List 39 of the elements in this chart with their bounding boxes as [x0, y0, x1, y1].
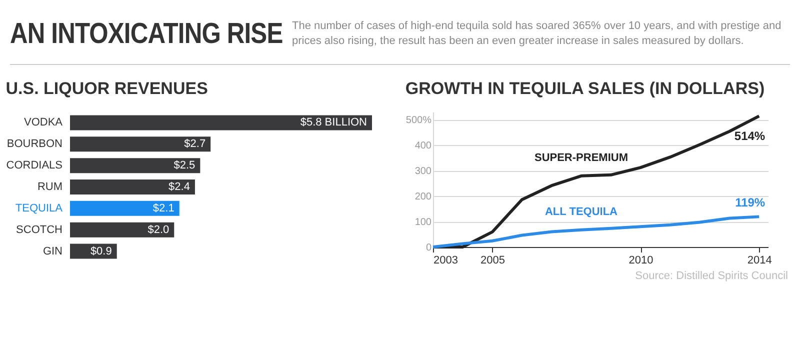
y-tick-label: GIN — [42, 245, 63, 258]
data-label: $2.0 — [148, 224, 170, 236]
y-tick-label: CORDIALS — [6, 160, 62, 172]
y-tick-label: 400 — [414, 140, 432, 152]
series-label: ALL TEQUILA — [544, 206, 618, 218]
data-label: $0.9 — [90, 245, 112, 258]
data-label: $2.7 — [184, 138, 206, 150]
y-tick-label: BOURBON — [6, 138, 63, 150]
y-tick-label: TEQUILA — [15, 202, 64, 214]
y-tick-label: 200 — [414, 192, 432, 203]
bar — [70, 158, 200, 174]
chart-title: U.S. LIQUOR REVENUES — [6, 79, 208, 98]
series-label: SUPER-PREMIUM — [534, 152, 628, 164]
y-tick-label: RUM — [37, 181, 62, 193]
data-label: $2.5 — [174, 160, 196, 172]
y-tick-label: 0 — [426, 242, 432, 254]
bar — [70, 136, 211, 152]
x-tick-label: 2005 — [480, 254, 506, 266]
x-tick-label: 2010 — [628, 254, 654, 266]
bar — [70, 115, 372, 130]
y-tick-label: 100 — [414, 217, 432, 228]
data-label: $5.8 BILLION — [300, 116, 368, 129]
chart-title: GROWTH IN TEQUILA SALES (IN DOLLARS) — [405, 79, 765, 98]
annotation: 514% — [734, 129, 766, 144]
data-label: $2.4 — [168, 181, 190, 193]
bar — [70, 200, 180, 216]
y-tick-label: VODKA — [24, 116, 64, 129]
x-tick-label: 2014 — [747, 254, 772, 266]
text: The number of cases of high-end tequila sold has soared 365% over 10 years, and with prestige and prices also rising, the result has been an even greater increase in sales measured by dollars. — [292, 19, 782, 49]
source-note: Source: Distilled Spirits Council — [634, 270, 788, 282]
text: AN INTOXICATING RISE — [10, 18, 283, 50]
data-label: $2.1 — [152, 202, 174, 214]
y-tick-label: SCOTCH — [16, 224, 63, 236]
y-tick-label: 500% — [406, 115, 432, 126]
y-tick-label: 300 — [414, 166, 432, 178]
bar — [70, 180, 195, 194]
x-tick-label: 2003 — [434, 254, 458, 266]
annotation: 119% — [735, 196, 766, 210]
bar — [70, 222, 174, 238]
